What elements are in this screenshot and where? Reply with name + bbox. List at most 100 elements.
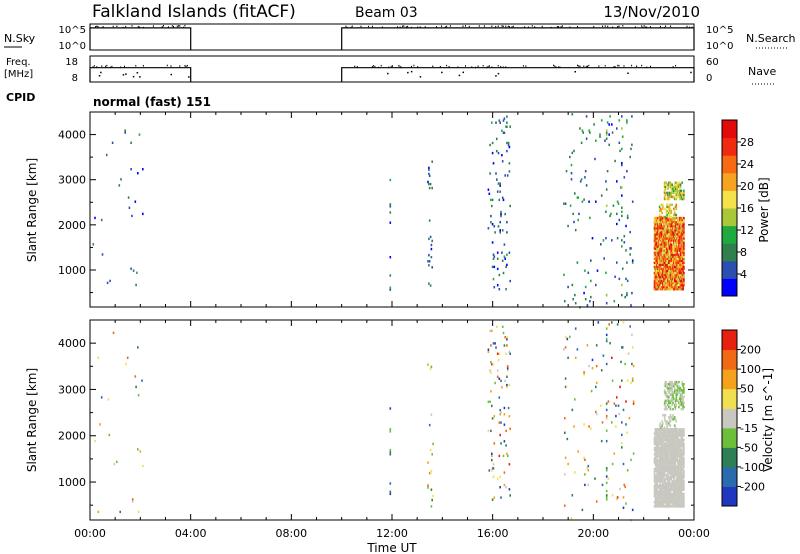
velocity-cell-0 [677, 503, 679, 506]
power-cell-0 [653, 227, 656, 230]
velocity-cell-6 [134, 375, 137, 378]
power-cell-6 [132, 269, 135, 272]
velocity-cell-0 [669, 490, 672, 493]
velocity-cell-0 [680, 476, 683, 479]
power-cell-3 [606, 121, 609, 124]
velocity-cell-3 [584, 483, 586, 487]
power-cell-4 [428, 219, 431, 222]
velocity-column-cell-1 [605, 475, 608, 478]
power-cell-0 [678, 281, 680, 285]
power-cell-1 [663, 195, 666, 199]
power-cell-0 [677, 245, 679, 248]
power-cell-3 [616, 180, 618, 183]
velocity-cell-0 [660, 448, 662, 452]
velocity-cell-0 [655, 488, 657, 491]
power-cell-0 [662, 269, 664, 273]
velocity-cell-1 [675, 380, 678, 384]
power-cell-0 [677, 286, 679, 289]
power-cell-0 [678, 223, 680, 226]
power-cell-0 [672, 225, 674, 228]
power-cell-0 [660, 223, 662, 226]
velocity-cell-0 [677, 440, 679, 443]
velocity-cell-5 [496, 369, 499, 372]
nsky-sample [524, 26, 526, 28]
velocity-cell-0 [654, 451, 657, 454]
nsky-sample [593, 25, 595, 28]
velocity-cell-0 [678, 444, 680, 448]
power-cell-0 [680, 265, 683, 269]
power-cell-1 [669, 181, 672, 184]
velocity-cell-5 [501, 386, 503, 389]
velocity-cell-0 [681, 428, 683, 431]
velocity-cell-0 [664, 455, 667, 458]
power-cell-0 [654, 253, 657, 256]
power-cell-3 [582, 131, 584, 134]
colorbar-tick-label: 15 [740, 402, 754, 415]
power-cell-0 [678, 229, 680, 232]
velocity-cell-0 [676, 446, 678, 450]
velocity-points [94, 321, 685, 522]
velocity-cell-0 [680, 455, 683, 458]
velocity-cell-0 [668, 461, 671, 464]
freq-sample [106, 64, 108, 67]
power-cell-0 [683, 243, 685, 246]
power-cell-0 [662, 284, 664, 287]
freq-sample [465, 65, 466, 67]
power-cell-0 [657, 267, 659, 271]
power-cell-0 [680, 237, 683, 240]
velocity-cell-0 [673, 446, 675, 450]
power-cell-0 [666, 263, 668, 267]
power-cell-2 [664, 207, 667, 211]
velocity-cell-5 [508, 488, 511, 491]
power-cell-0 [659, 243, 662, 246]
nsky-sample [502, 25, 504, 27]
velocity-cell-1 [674, 399, 677, 402]
velocity-cell-3 [630, 381, 632, 384]
velocity-cell-0 [659, 473, 662, 477]
nsky-sample [444, 26, 446, 28]
power-cell-3 [610, 212, 612, 216]
freq-sample [135, 65, 137, 67]
velocity-cell-1 [668, 401, 671, 405]
power-cell-0 [654, 223, 657, 226]
power-cell-0 [683, 221, 685, 224]
power-cell-0 [654, 257, 657, 260]
power-cell-0 [678, 263, 680, 267]
velocity-cell-0 [664, 467, 667, 471]
velocity-cell-0 [679, 469, 682, 473]
velocity-cell-0 [663, 471, 666, 475]
power-cell-0 [657, 263, 660, 267]
velocity-cell-3 [566, 337, 569, 341]
power-cell-2 [664, 215, 667, 219]
power-cell-0 [681, 227, 683, 230]
velocity-cell-3 [576, 348, 579, 351]
power-cell-2 [673, 211, 676, 215]
power-cell-0 [657, 251, 660, 254]
velocity-cell-0 [658, 467, 661, 471]
power-cell-0 [659, 255, 662, 258]
velocity-cell-0 [659, 440, 662, 443]
power-cell-0 [659, 269, 662, 273]
velocity-cell-0 [674, 440, 677, 443]
power-cell-0 [679, 281, 682, 285]
velocity-cell-0 [681, 432, 683, 435]
power-cell-1 [681, 197, 683, 201]
power-cell-0 [670, 223, 673, 226]
power-cell-0 [668, 273, 670, 277]
power-cell-0 [667, 231, 669, 234]
power-cell-0 [673, 269, 675, 273]
power-cell-0 [666, 223, 668, 226]
velocity-cell-0 [662, 440, 664, 443]
power-cell-5 [496, 149, 498, 153]
velocity-cell-6 [137, 346, 139, 349]
power-cell-2 [675, 203, 678, 206]
power-cell-5 [507, 141, 510, 145]
velocity-cell-1 [670, 380, 673, 384]
velocity-column-cell-1 [605, 481, 608, 484]
power-cell-1 [664, 197, 667, 201]
power-cell-0 [681, 267, 683, 271]
velocity-column-cell-1 [605, 337, 608, 341]
velocity-cell-0 [681, 457, 683, 460]
velocity-cell-0 [666, 498, 668, 502]
power-cell-1 [677, 183, 679, 186]
